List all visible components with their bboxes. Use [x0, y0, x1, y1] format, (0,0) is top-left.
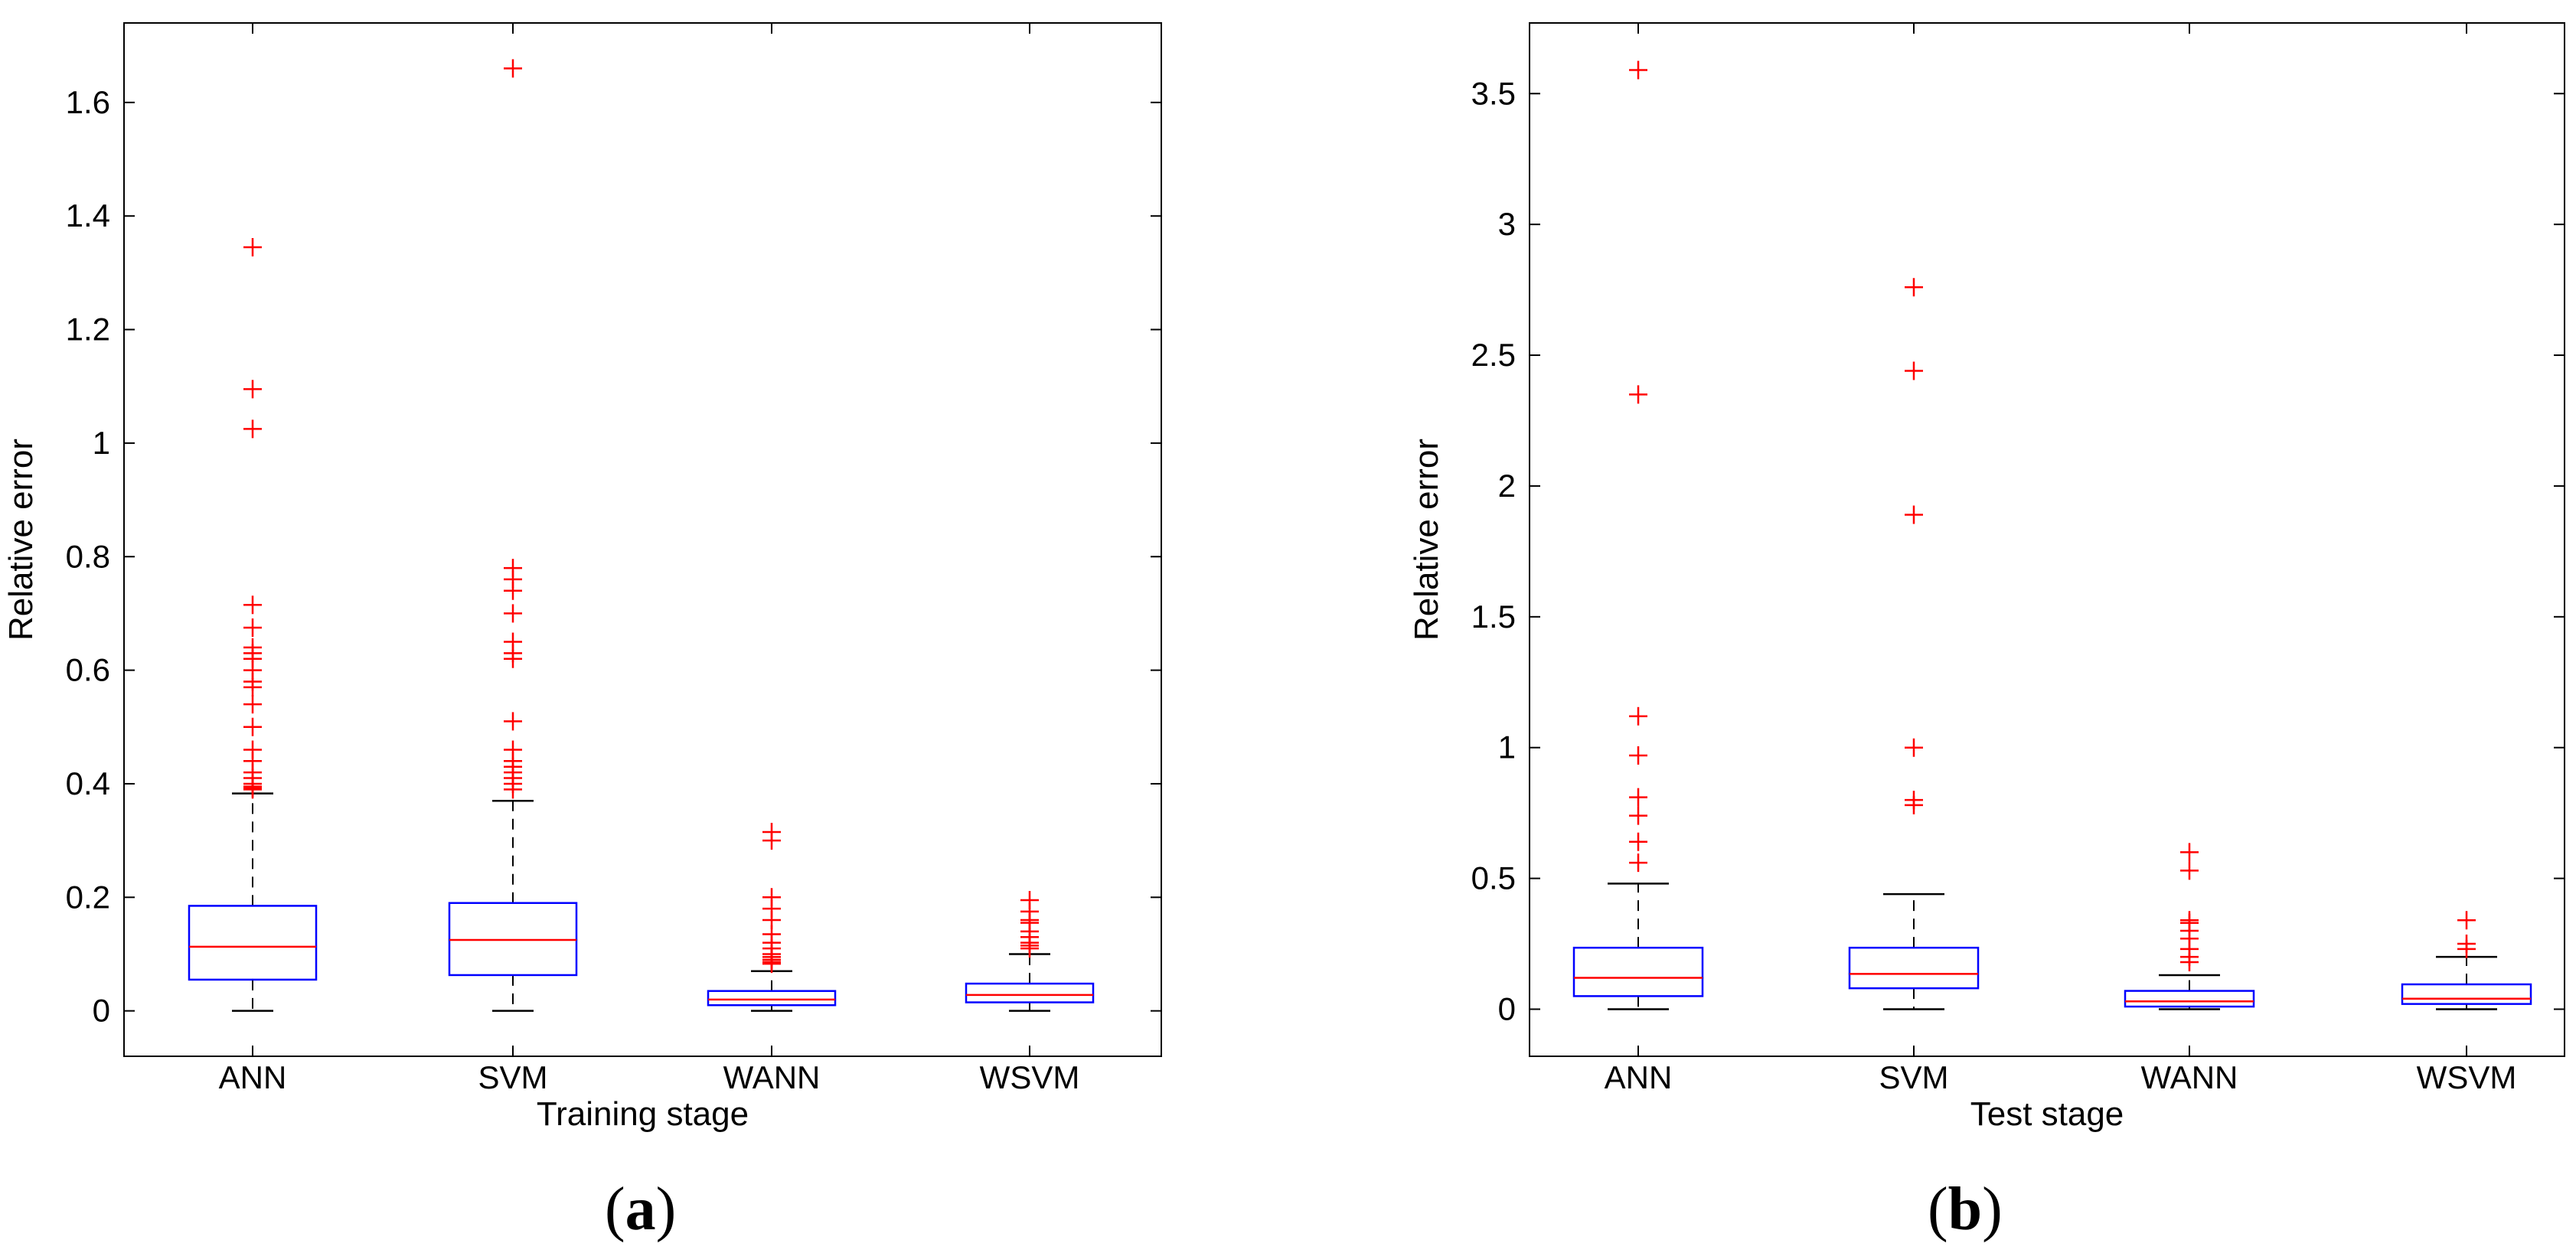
- panel-a-ytick-label: 0.2: [66, 879, 110, 915]
- panel-a-chart: 0 0.2 0.4 0.6 0.8 1 1.2 1.4 1.6 Relative error Tra…: [2, 22, 1162, 1133]
- panel-b-ann-outlier-marker: [1629, 746, 1647, 765]
- panel-a-xlabel: Training stage: [537, 1095, 749, 1133]
- panel-a-ytick-label: 0: [93, 993, 110, 1029]
- panel-b-chart: 0 0.5 1 1.5 2 2.5 3 3.5 Relative error Test stage…: [1408, 22, 2565, 1133]
- panel-b-xlabel: Test stage: [1970, 1095, 2124, 1133]
- panel-a-label: (a): [605, 1176, 677, 1243]
- panel-a-svm-outlier-marker: [504, 604, 522, 623]
- panel-b-wann-outlier-marker: [2180, 861, 2199, 880]
- panel-b-ann-outlier-marker: [1629, 832, 1647, 851]
- panel-a-ann-box-group: [188, 237, 318, 1012]
- panel-b-wsvm-iqr-box: [2401, 983, 2532, 1005]
- panel-a-wann-iqr-box: [707, 990, 837, 1007]
- panel-a-svm-box-group: [448, 59, 578, 1012]
- panel-a-ann-outlier-marker: [243, 618, 262, 637]
- panel-b-ytick-label: 0: [1498, 990, 1516, 1026]
- panel-b-ytick-label: 3: [1498, 206, 1516, 242]
- panel-a-ann-outlier-marker: [243, 419, 262, 439]
- panel-a-axes-frame: [123, 22, 1162, 1057]
- panel-a-ann-outlier-marker: [243, 717, 262, 736]
- panel-b-ytick-label: 2.5: [1471, 337, 1516, 373]
- panel-b-svm-category-label: SVM: [1879, 1059, 1948, 1095]
- panel-a-ytick-label: 1.2: [66, 312, 110, 348]
- panel-b-ann-outlier-marker: [1629, 788, 1647, 807]
- panel-a-svm-outlier-marker: [504, 740, 522, 759]
- panel-a-wann-box-group: [707, 823, 837, 1012]
- panel-a-svm-category-label: SVM: [478, 1059, 547, 1095]
- panel-b-wsvm-category-label: WSVM: [2417, 1059, 2517, 1095]
- panel-a-ytick-label: 1: [93, 425, 110, 461]
- panel-b-ytick-label: 3.5: [1471, 75, 1516, 111]
- panel-a-ytick-label: 0.4: [66, 765, 110, 801]
- panel-a-wsvm-box-group: [965, 891, 1095, 1012]
- panel-b-label: (b): [1928, 1176, 2003, 1243]
- panel-b-ytick-label: 2: [1498, 468, 1516, 504]
- panel-a-wann-category-label: WANN: [723, 1059, 821, 1095]
- panel-b-ytick-label: 1.5: [1471, 599, 1516, 635]
- panel-a-wsvm-iqr-box: [965, 982, 1095, 1003]
- panel-b-ann-outlier-marker: [1629, 60, 1647, 80]
- panel-b-ytick-label: 0.5: [1471, 860, 1516, 896]
- panel-b-wann-outlier-marker: [2180, 843, 2199, 862]
- panel-b-wsvm-outlier-marker: [2457, 911, 2476, 930]
- panel-a-ann-outlier-marker: [243, 380, 262, 399]
- panel-b-svm-outlier-marker: [1905, 791, 1923, 810]
- panel-b-ann-outlier-marker: [1629, 706, 1647, 726]
- panel-a-wsvm-outlier-marker: [1020, 891, 1039, 910]
- panel-a-wann-outlier-marker: [762, 823, 781, 842]
- panel-b-svm-outlier-marker: [1905, 361, 1923, 380]
- panel-b-axes-frame: [1529, 22, 2565, 1057]
- panel-b-ann-outlier-marker: [1629, 385, 1647, 404]
- panel-b-ylabel: Relative error: [1408, 439, 1445, 641]
- panel-a-wsvm-category-label: WSVM: [980, 1059, 1080, 1095]
- panel-a-ann-outlier-marker: [243, 740, 262, 759]
- panel-a-svm-outlier-marker: [504, 712, 522, 731]
- panel-b-ann-outlier-marker: [1629, 806, 1647, 825]
- panel-b-ann-outlier-marker: [1629, 853, 1647, 873]
- panel-b-ann-iqr-box: [1572, 946, 1704, 997]
- panel-a-svm-outlier-marker: [504, 59, 522, 78]
- panel-b-wann-outlier-marker: [2180, 911, 2199, 930]
- panel-b-svm-outlier-marker: [1905, 738, 1923, 757]
- panel-b-svm-outlier-marker: [1905, 505, 1923, 524]
- panel-a-ytick-label: 1.4: [66, 197, 110, 233]
- panel-a-ytick-label: 0.6: [66, 652, 110, 688]
- panel-b-svm-outlier-marker: [1905, 278, 1923, 297]
- panel-b-svm-iqr-box: [1848, 946, 1980, 990]
- panel-a-ann-outlier-marker: [243, 237, 262, 256]
- panel-a-ytick-label: 1.6: [66, 84, 110, 120]
- panel-a-ann-outlier-marker: [243, 596, 262, 615]
- panel-b-wsvm-outlier-marker: [2457, 935, 2476, 954]
- panel-b-wann-box-group: [2124, 843, 2255, 1010]
- panel-b-ann-category-label: ANN: [1605, 1059, 1673, 1095]
- panel-b-svm-box-group: [1848, 278, 1980, 1010]
- panel-a-svm-outlier-marker: [504, 559, 522, 578]
- panel-a-ann-outlier-marker: [243, 695, 262, 714]
- panel-b-wann-category-label: WANN: [2141, 1059, 2238, 1095]
- panel-b-wsvm-box-group: [2401, 911, 2532, 1010]
- panel-a-ann-outlier-marker: [243, 638, 262, 657]
- panel-b-ann-box-group: [1572, 60, 1704, 1010]
- panel-a-ann-iqr-box: [188, 905, 318, 981]
- panel-a-ylabel: Relative error: [2, 439, 40, 641]
- panel-b-wann-iqr-box: [2124, 990, 2255, 1008]
- panel-a-svm-outlier-marker: [504, 632, 522, 651]
- panel-a-ytick-label: 0.8: [66, 538, 110, 574]
- panel-a-wann-outlier-marker: [762, 888, 781, 907]
- panel-a-ann-category-label: ANN: [219, 1059, 287, 1095]
- panel-b-ytick-label: 1: [1498, 729, 1516, 765]
